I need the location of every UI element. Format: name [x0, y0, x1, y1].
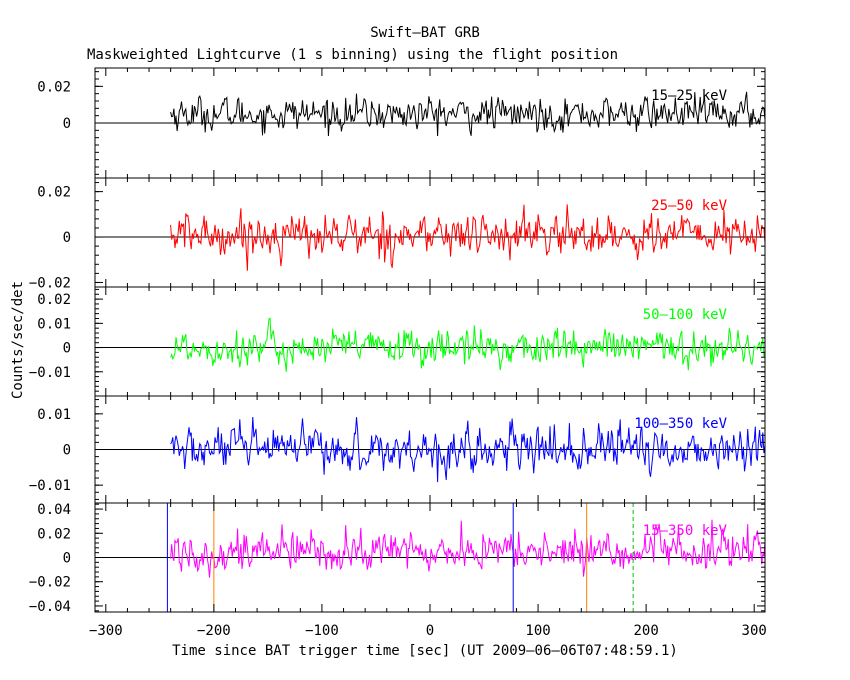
x-tick-label: −100 — [305, 623, 339, 639]
y-tick-label: −0.01 — [29, 478, 71, 494]
x-tick-label: 200 — [633, 623, 658, 639]
x-tick-label: 300 — [742, 623, 767, 639]
x-tick-label: 100 — [525, 623, 550, 639]
y-tick-label: −0.04 — [29, 599, 71, 615]
panel-4: −0.01 0 0.01 100–350 keV — [29, 395, 766, 504]
y-tick-label: −0.01 — [29, 365, 71, 381]
panel-5: −0.04 −0.02 0 0.02 0.04 15–350 keV — [29, 502, 766, 615]
y-axis-label: Counts/sec/det — [10, 281, 26, 399]
y-tick-label: 0 — [63, 443, 71, 459]
y-tick-label: 0.01 — [37, 407, 71, 423]
light-curve-series — [170, 416, 765, 483]
y-tick-label: 0.02 — [37, 185, 71, 201]
band-label: 100–350 keV — [634, 416, 727, 432]
panel-3: −0.01 0 0.01 0.02 50–100 keV — [29, 286, 766, 397]
band-label: 15–25 keV — [651, 88, 727, 104]
light-curve-series — [170, 91, 765, 137]
panel-frame — [94, 286, 766, 397]
band-label: 25–50 keV — [651, 198, 727, 214]
y-tick-label: 0 — [63, 116, 71, 132]
band-label: 50–100 keV — [643, 307, 728, 323]
y-tick-label: 0.02 — [37, 526, 71, 542]
panel-2: −0.02 0 0.02 25–50 keV — [29, 177, 766, 291]
y-tick-label: 0 — [63, 230, 71, 246]
y-tick-label: 0 — [63, 341, 71, 357]
chart-subtitle: Maskweighted Lightcurve (1 s binning) us… — [87, 47, 618, 63]
x-axis-label: Time since BAT trigger time [sec] (UT 20… — [172, 643, 678, 659]
y-tick-label: 0.02 — [37, 79, 71, 95]
band-label: 15–350 keV — [643, 523, 728, 539]
chart-title: Swift–BAT GRB — [370, 25, 480, 41]
panel-1: 0 0.02 15–25 keV — [37, 67, 766, 179]
y-tick-label: −0.02 — [29, 575, 71, 591]
x-tick-label: −200 — [197, 623, 231, 639]
light-curve-series — [170, 519, 765, 578]
y-tick-label: 0.04 — [37, 502, 71, 518]
y-tick-label: −0.02 — [29, 275, 71, 291]
y-tick-label: 0.01 — [37, 316, 71, 332]
y-tick-label: 0.02 — [37, 292, 71, 308]
light-curve-series — [170, 317, 765, 372]
y-tick-label: 0 — [63, 551, 71, 567]
x-tick-label: 0 — [426, 623, 434, 639]
light-curve-series — [170, 204, 765, 271]
x-tick-label: −300 — [89, 623, 123, 639]
